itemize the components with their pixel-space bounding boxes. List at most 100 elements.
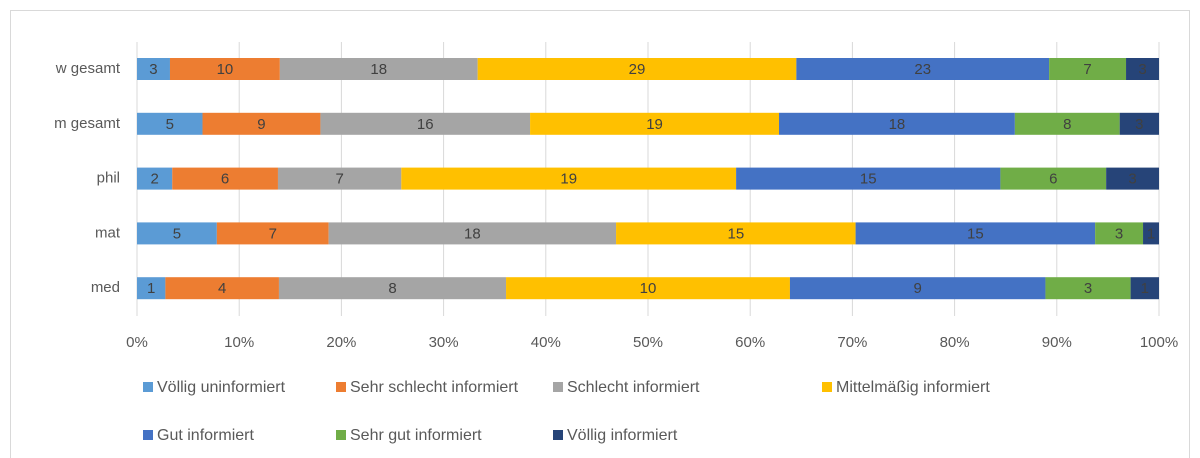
data-label: 19 <box>646 116 663 133</box>
bar-segment <box>169 58 280 80</box>
data-label: 15 <box>860 171 877 188</box>
y-tick-label: m gesamt <box>54 115 121 132</box>
bar-segment <box>1095 222 1144 245</box>
data-label: 18 <box>370 61 387 78</box>
legend-swatch <box>143 430 153 440</box>
legend-swatch <box>822 382 832 392</box>
data-label: 16 <box>417 116 434 133</box>
data-label: 9 <box>257 116 265 133</box>
bar-segment <box>401 167 737 190</box>
bar-segment <box>1000 167 1107 190</box>
data-label: 3 <box>1138 61 1146 78</box>
data-label: 1 <box>147 280 155 297</box>
x-tick-label: 80% <box>940 334 970 351</box>
bar-segment <box>279 58 478 80</box>
bar-segment <box>1045 277 1131 300</box>
data-label: 18 <box>889 116 906 133</box>
data-label: 5 <box>166 116 174 133</box>
data-label: 7 <box>335 171 343 188</box>
legend-label: Sehr gut informiert <box>350 427 482 444</box>
data-label: 3 <box>1128 171 1136 188</box>
legend-label: Gut informiert <box>157 427 254 444</box>
data-label: 10 <box>217 61 234 78</box>
bar-segment <box>202 112 321 135</box>
y-tick-label: phil <box>97 170 120 187</box>
bar-segment <box>1126 58 1159 80</box>
legend-label: Mittelmäßig informiert <box>836 379 990 396</box>
data-label: 1 <box>1141 280 1149 297</box>
data-label: 29 <box>629 61 646 78</box>
data-label: 15 <box>727 225 744 242</box>
bar-segment <box>779 112 1015 135</box>
data-label: 23 <box>914 61 931 78</box>
x-tick-label: 30% <box>429 334 459 351</box>
x-tick-label: 100% <box>1140 334 1178 351</box>
bar-segment <box>328 222 617 245</box>
bar-segment <box>137 58 170 80</box>
bar-segment <box>1143 222 1159 245</box>
x-tick-label: 50% <box>633 334 663 351</box>
data-label: 3 <box>149 61 157 78</box>
bar-segment <box>165 277 279 300</box>
bar-segment <box>1049 58 1127 80</box>
y-tick-label: w gesamt <box>55 60 121 77</box>
data-label: 8 <box>1063 116 1071 133</box>
legend-swatch <box>553 382 563 392</box>
x-tick-label: 20% <box>326 334 356 351</box>
y-tick-label: mat <box>95 224 121 241</box>
bar-segment <box>277 167 402 190</box>
data-label: 3 <box>1084 280 1092 297</box>
bar-segment <box>855 222 1096 245</box>
data-label: 10 <box>640 280 657 297</box>
data-label: 19 <box>560 171 577 188</box>
data-label: 7 <box>1083 61 1091 78</box>
x-tick-label: 90% <box>1042 334 1072 351</box>
legend-label: Völlig uninformiert <box>157 379 286 396</box>
legend-label: Völlig informiert <box>567 427 678 444</box>
legend-label: Sehr schlecht informiert <box>350 379 519 396</box>
bar-segment <box>1119 112 1159 135</box>
y-tick-label: med <box>91 279 120 296</box>
data-label: 5 <box>173 225 181 242</box>
bar-segment <box>137 112 203 135</box>
x-tick-label: 40% <box>531 334 561 351</box>
data-label: 1 <box>1147 225 1155 242</box>
data-label: 3 <box>1135 116 1143 133</box>
bar-segment <box>1130 277 1159 300</box>
bar-segment <box>1106 167 1159 190</box>
bar-segment <box>530 112 780 135</box>
data-label: 15 <box>967 225 984 242</box>
data-label: 18 <box>464 225 481 242</box>
legend-swatch <box>553 430 563 440</box>
x-tick-label: 60% <box>735 334 765 351</box>
data-label: 9 <box>914 280 922 297</box>
data-label: 6 <box>221 171 229 188</box>
bar-segment <box>616 222 856 245</box>
x-tick-label: 70% <box>837 334 867 351</box>
data-label: 8 <box>388 280 396 297</box>
bar-segment <box>789 277 1046 300</box>
bar-segment <box>137 167 173 190</box>
bar-segment <box>506 277 790 300</box>
bar-segment <box>796 58 1050 80</box>
legend-label: Schlecht informiert <box>567 379 700 396</box>
bar-segment <box>137 277 166 300</box>
legend-swatch <box>143 382 153 392</box>
legend-swatch <box>336 382 346 392</box>
bar-segment <box>278 277 507 300</box>
bar-segment <box>172 167 278 190</box>
bar-segment <box>137 222 217 245</box>
bar-segment <box>736 167 1001 190</box>
data-label: 2 <box>150 171 158 188</box>
data-label: 7 <box>269 225 277 242</box>
x-tick-label: 0% <box>126 334 148 351</box>
bar-segment <box>477 58 797 80</box>
data-label: 4 <box>218 280 226 297</box>
bar-segment <box>216 222 329 245</box>
data-label: 3 <box>1115 225 1123 242</box>
legend-swatch <box>336 430 346 440</box>
x-tick-label: 10% <box>224 334 254 351</box>
bar-segment <box>320 112 531 135</box>
bar-segment <box>1014 112 1120 135</box>
